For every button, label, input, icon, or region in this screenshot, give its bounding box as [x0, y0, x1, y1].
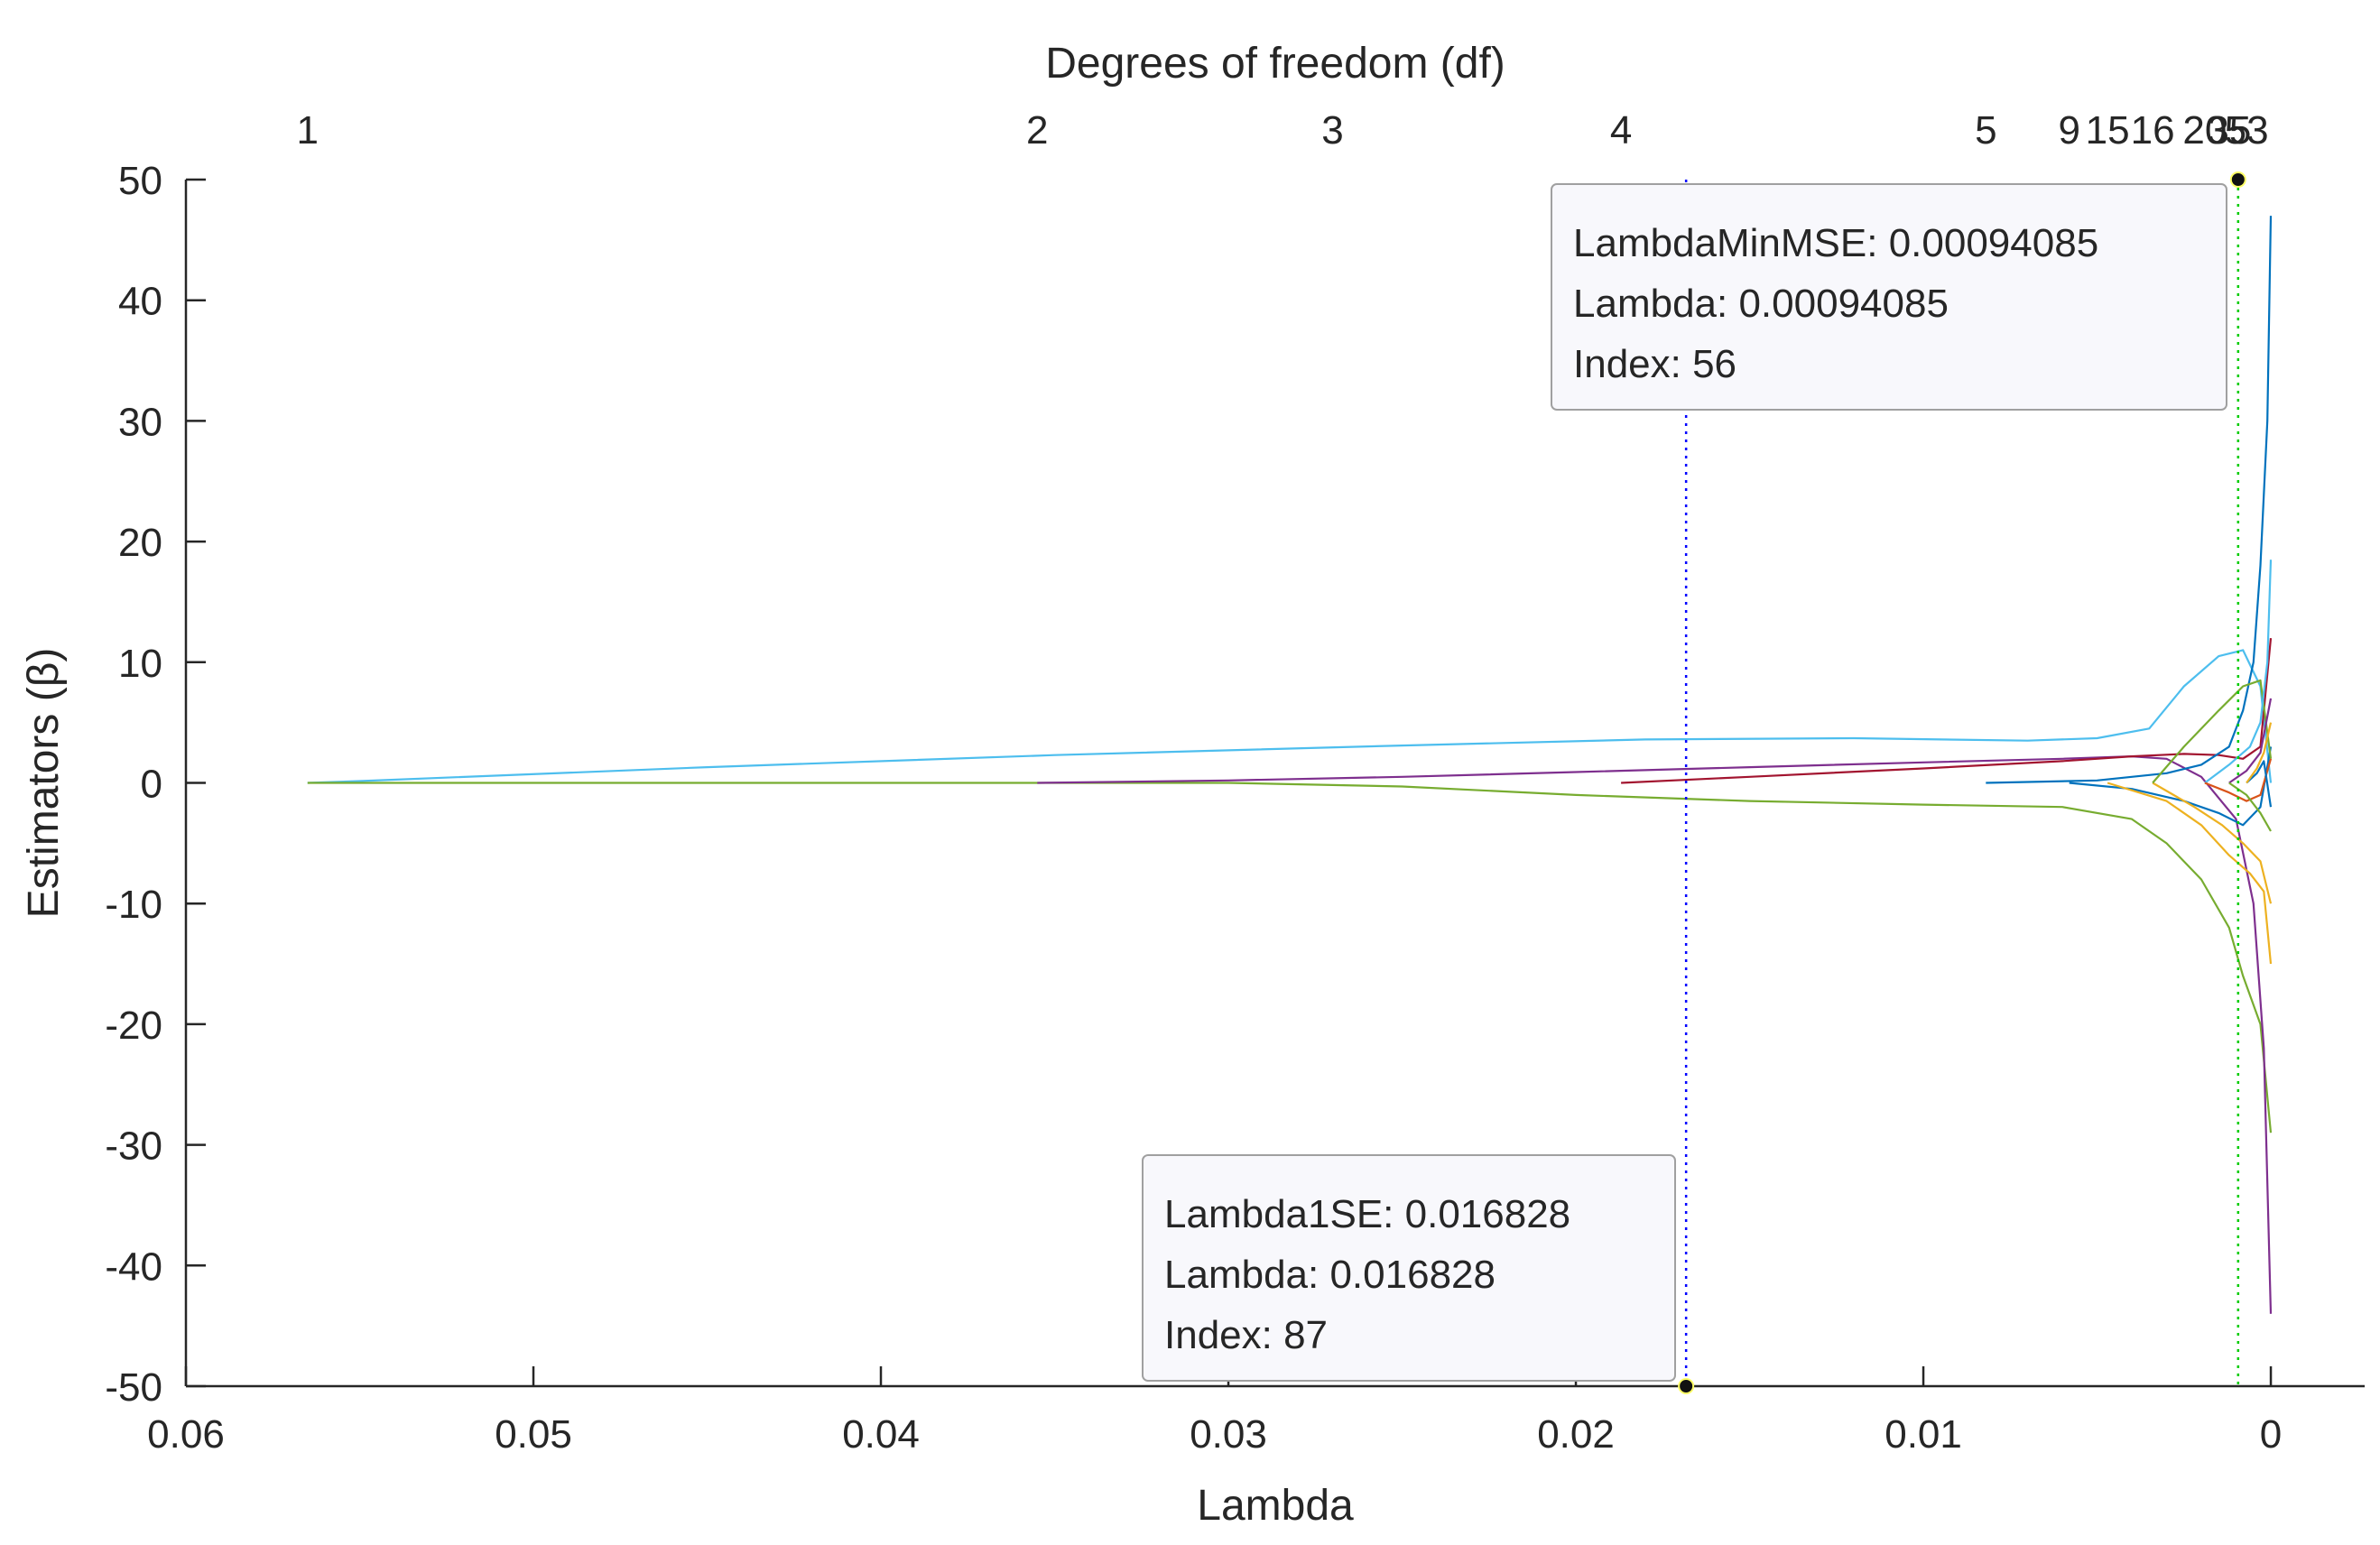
datatip-marker — [2229, 171, 2246, 188]
datatip-marker — [1678, 1378, 1695, 1394]
y-tick-label: -20 — [105, 1004, 162, 1048]
series-line-coef-orange-1 — [2107, 782, 2273, 965]
y-tick-label: 0 — [141, 763, 162, 807]
y-tick-label: 10 — [118, 642, 162, 686]
series-line-coef-green-2 — [2152, 679, 2273, 784]
series-line-coef-red — [1621, 637, 2273, 784]
df-tick-label: 35 — [2207, 108, 2251, 153]
datatip-text: Lambda: 0.016828 — [1164, 1253, 1496, 1297]
series-line-coef-red-2 — [2204, 758, 2273, 802]
df-tick-label: 3 — [1321, 108, 1343, 153]
series-line-coef-orange-3 — [2246, 722, 2273, 784]
df-tick-label: 9 — [2059, 108, 2080, 153]
datatip-text: Index: 87 — [1164, 1313, 1328, 1357]
df-tick-label: 2 — [1026, 108, 1048, 153]
x-tick-label: 0.03 — [1190, 1412, 1267, 1457]
top-axis-title: Degrees of freedom (df) — [1045, 40, 1505, 88]
datatip-text: Lambda: 0.00094085 — [1573, 282, 1949, 326]
series-line-coef-purple-main — [1037, 754, 2273, 1314]
x-tick-label: 0 — [2260, 1412, 2282, 1457]
y-tick-label: -40 — [105, 1244, 162, 1289]
series-line-coef-purple-2 — [2228, 698, 2273, 784]
datatip-box — [1551, 183, 2227, 411]
df-tick-label: 1 — [297, 108, 319, 153]
x-tick-label: 0.02 — [1537, 1412, 1615, 1457]
y-tick-label: 50 — [118, 159, 162, 203]
series-line-coef-blue-3 — [2246, 760, 2273, 808]
df-tick-label: 4 — [1610, 108, 1632, 153]
x-tick-label: 0.01 — [1885, 1412, 1962, 1457]
series-layer — [307, 216, 2273, 1314]
df-tick-label: 20 — [2182, 108, 2227, 153]
axes — [184, 178, 2365, 1388]
x-tick-label: 0.05 — [495, 1412, 572, 1457]
df-tick-label: 16 — [2131, 108, 2175, 153]
x-axis-title: Lambda — [1197, 1482, 1354, 1530]
datatips: LambdaMinMSE: 0.00094085 Lambda: 0.000940… — [1142, 171, 2246, 1394]
y-axis-title: Estimators (β) — [20, 648, 68, 919]
series-line-coef-green-3 — [2228, 782, 2272, 832]
df-tick-label: 5 — [1975, 108, 1996, 153]
reference-lines — [1684, 180, 2240, 1386]
series-line-coef-blue — [1986, 216, 2273, 784]
y-tick-label: 30 — [118, 400, 162, 444]
y-tick-label: -30 — [105, 1124, 162, 1169]
datatip-text: Lambda1SE: 0.016828 — [1164, 1192, 1570, 1236]
datatip-lambda-1se[interactable]: Lambda1SE: 0.016828 Lambda: 0.016828 Index… — [1142, 1154, 1695, 1394]
y-tick-label: -50 — [105, 1365, 162, 1410]
datatip-lambda-min-mse[interactable]: LambdaMinMSE: 0.00094085 Lambda: 0.000940… — [1551, 171, 2246, 411]
datatip-box — [1142, 1154, 1676, 1382]
df-tick-label: 53 — [2225, 108, 2269, 153]
y-tick-label: 40 — [118, 280, 162, 324]
tick-labels: 0.06 0.05 0.04 0.03 0.02 0.01 0 50 40 30 20 10 0 -10 -… — [105, 108, 2282, 1457]
x-tick-label: 0.06 — [147, 1412, 225, 1457]
y-tick-label: -10 — [105, 883, 162, 927]
series-line-coef-cyan — [307, 649, 2273, 784]
series-line-coef-cyan-2 — [2204, 560, 2273, 784]
x-tick-label: 0.04 — [842, 1412, 920, 1457]
y-tick-label: 20 — [118, 521, 162, 565]
series-line-coef-orange-2 — [2152, 782, 2273, 904]
series-line-coef-blue-2 — [2069, 746, 2273, 827]
datatip-text: Index: 56 — [1573, 342, 1736, 386]
datatip-text: LambdaMinMSE: 0.00094085 — [1573, 221, 2098, 265]
df-tick-label: 15 — [2086, 108, 2130, 153]
series-line-coef-green-main — [307, 782, 2273, 1133]
